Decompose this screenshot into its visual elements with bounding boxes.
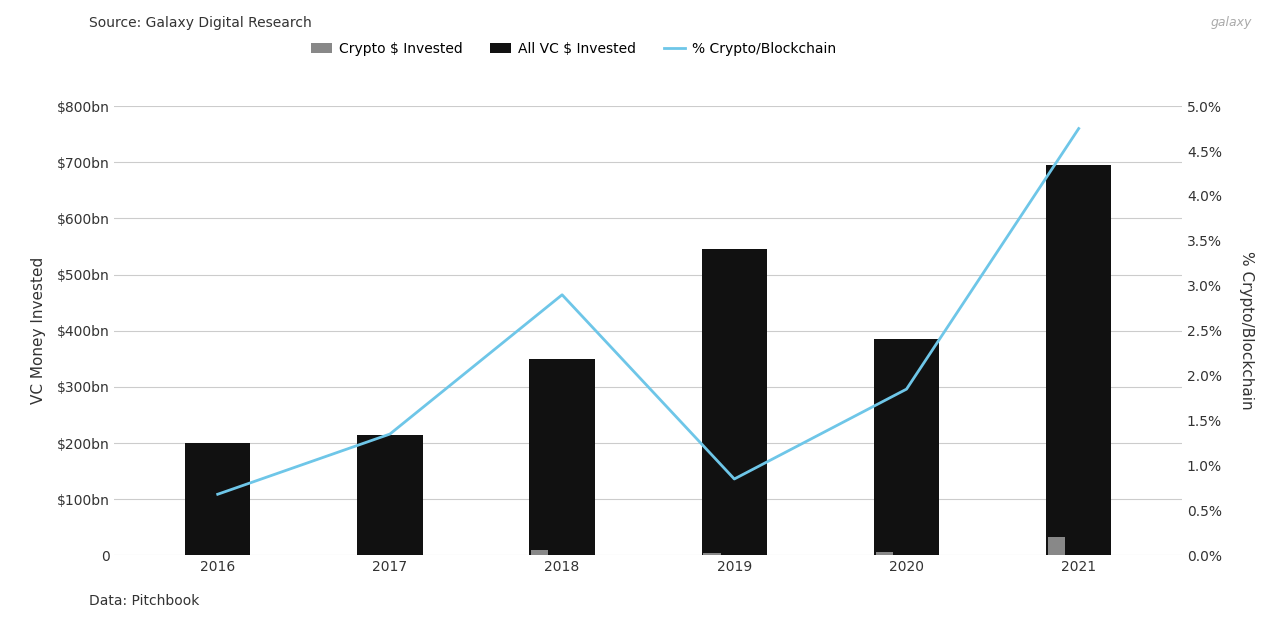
Bar xyxy=(1047,537,1065,555)
Bar xyxy=(357,434,423,555)
Bar xyxy=(873,339,939,555)
Bar xyxy=(531,550,548,555)
% Crypto/Blockchain xyxy=(554,291,569,298)
Legend: Crypto $ Invested, All VC $ Invested, % Crypto/Blockchain: Crypto $ Invested, All VC $ Invested, % … xyxy=(305,37,841,62)
Bar xyxy=(876,552,892,555)
Y-axis label: % Crypto/Blockchain: % Crypto/Blockchain xyxy=(1239,251,1253,410)
Bar xyxy=(703,553,721,555)
Bar xyxy=(530,359,595,555)
% Crypto/Blockchain xyxy=(899,386,914,393)
% Crypto/Blockchain xyxy=(1071,125,1087,132)
Line: % Crypto/Blockchain: % Crypto/Blockchain xyxy=(217,129,1079,494)
Bar xyxy=(186,443,250,555)
Text: Data: Pitchbook: Data: Pitchbook xyxy=(89,595,200,608)
% Crypto/Blockchain xyxy=(383,431,398,438)
Bar xyxy=(702,250,766,555)
Text: Source: Galaxy Digital Research: Source: Galaxy Digital Research xyxy=(89,16,311,29)
% Crypto/Blockchain xyxy=(727,475,742,483)
Bar xyxy=(1046,165,1111,555)
Text: galaxy: galaxy xyxy=(1210,16,1252,29)
Y-axis label: VC Money Invested: VC Money Invested xyxy=(31,257,46,404)
% Crypto/Blockchain xyxy=(210,490,225,498)
